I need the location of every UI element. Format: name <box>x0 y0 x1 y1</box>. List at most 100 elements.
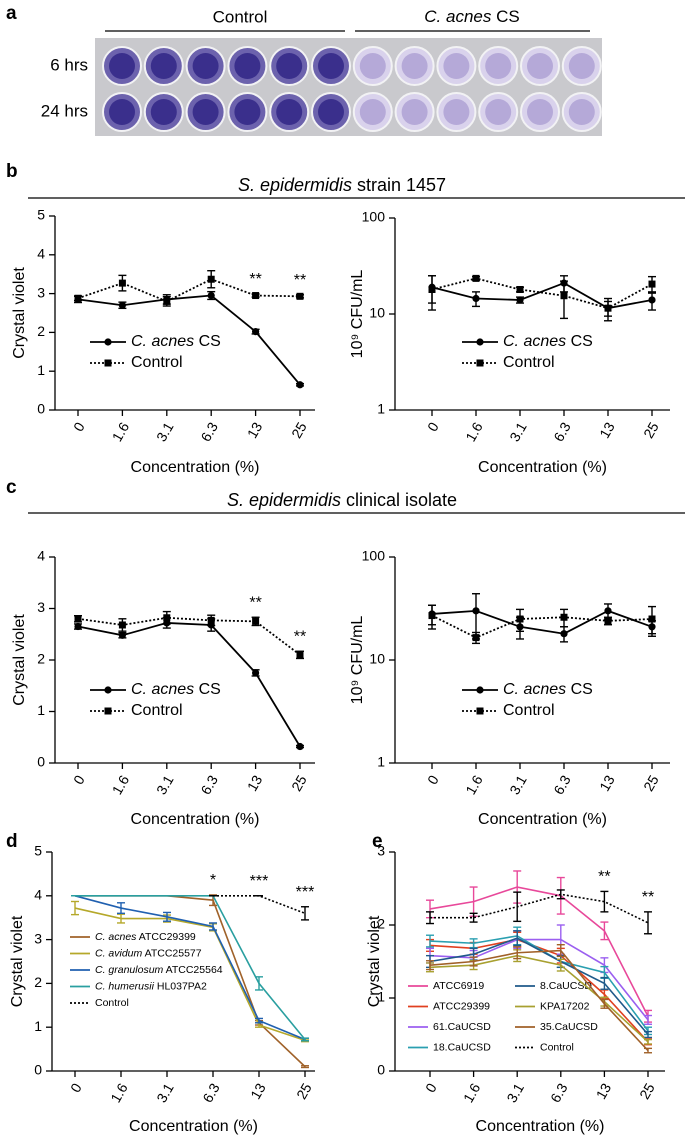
error-bar <box>556 889 565 900</box>
error-bar <box>163 911 171 922</box>
row-label: 6 hrs <box>50 55 88 74</box>
x-tick-label: 25 <box>288 772 310 794</box>
point <box>428 285 436 293</box>
legend-label: C. acnes CS <box>131 681 221 698</box>
legend-marker <box>476 686 484 694</box>
error-bar <box>644 1030 652 1039</box>
y-tick-label: 10 <box>369 651 385 667</box>
y-axis-label: Crystal violet <box>11 267 28 359</box>
well-inner <box>485 53 512 79</box>
well-inner <box>359 53 386 79</box>
error-bar <box>117 913 125 924</box>
error-bar <box>426 960 434 971</box>
series-line <box>74 907 306 1042</box>
error-bar <box>513 946 522 960</box>
error-bar <box>426 934 434 948</box>
x-tick-label: 6.3 <box>197 772 221 797</box>
point <box>472 294 480 303</box>
point <box>74 615 82 623</box>
x-tick-label: 25 <box>640 419 662 441</box>
legend-label: C. acnes CS <box>503 333 593 350</box>
error-bar <box>600 998 609 1009</box>
y-tick-label: 5 <box>37 207 45 223</box>
x-tick-label: 1.6 <box>107 1080 131 1105</box>
x-tick-label: 13 <box>244 419 266 441</box>
legend-label: KPA17202 <box>540 1000 590 1012</box>
legend-label: Control <box>503 354 555 371</box>
point <box>516 285 524 293</box>
header-rest: strain 1457 <box>357 175 446 195</box>
y-tick-label: 3 <box>34 930 42 946</box>
series-line <box>429 935 649 1032</box>
panel-header: S. epidermidis clinical isolate <box>227 490 457 510</box>
annotation: * <box>210 872 216 889</box>
x-tick-label: 0 <box>70 419 88 434</box>
error-bar <box>255 1017 263 1024</box>
point <box>648 280 656 288</box>
series-line <box>75 895 306 1040</box>
legend-label: 18.CaUCSD <box>433 1041 491 1053</box>
x-axis-label: Concentration (%) <box>129 1118 258 1135</box>
x-tick-label: 0 <box>422 1080 440 1095</box>
error-bar <box>560 280 568 320</box>
series-line <box>429 954 649 1043</box>
legend-label: Control <box>540 1041 574 1053</box>
x-axis-label: Concentration (%) <box>131 459 260 476</box>
row-label: 24 hrs <box>41 101 88 120</box>
x-tick-label: 6.3 <box>547 1080 571 1105</box>
x-tick-label: 0 <box>70 772 88 787</box>
error-bar <box>209 922 217 931</box>
well-inner <box>527 99 553 125</box>
point <box>118 279 126 287</box>
point <box>604 617 612 625</box>
annotation: ** <box>294 272 306 289</box>
legend-marker <box>476 359 484 367</box>
well-inner <box>318 99 344 125</box>
series-line <box>429 886 649 1017</box>
error-bar <box>426 911 434 925</box>
x-tick-label: 25 <box>636 1080 658 1102</box>
series-line <box>429 949 649 1052</box>
well-inner <box>568 99 595 125</box>
point <box>296 292 304 300</box>
x-tick-label: 25 <box>640 772 662 794</box>
well-inner <box>443 53 470 79</box>
error-bar <box>71 900 79 916</box>
x-axis-label: Concentration (%) <box>131 811 260 828</box>
error-bar <box>600 890 609 913</box>
y-tick-label: 0 <box>377 1062 385 1078</box>
legend-marker <box>104 359 112 367</box>
legend-label: C. avidum ATCC25577 <box>95 947 202 959</box>
header-rest: clinical isolate <box>346 490 457 510</box>
series-line <box>431 609 653 635</box>
x-axis-label: Concentration (%) <box>476 1118 605 1135</box>
legend-label: Control <box>503 702 555 719</box>
error-bar <box>117 902 125 915</box>
series-line <box>431 282 653 310</box>
x-tick-label: 13 <box>596 772 618 794</box>
annotation: ** <box>642 889 654 906</box>
x-tick-label: 3.1 <box>506 419 530 444</box>
y-tick-label: 2 <box>37 651 45 667</box>
well-inner <box>192 53 219 79</box>
well-inner <box>485 99 512 125</box>
header-species: S. epidermidis <box>227 490 341 510</box>
series-line <box>77 622 301 747</box>
group-label: C. acnes CS <box>424 7 519 26</box>
well-inner <box>192 99 219 125</box>
point <box>252 617 260 625</box>
well-inner <box>276 53 303 79</box>
y-tick-label: 3 <box>377 843 385 859</box>
error-bar <box>469 912 478 923</box>
point <box>604 607 612 615</box>
panel-label: e <box>372 831 383 852</box>
well-inner <box>318 53 344 79</box>
annotation: *** <box>250 873 269 890</box>
y-tick-label: 1 <box>377 989 385 1005</box>
x-axis-label: Concentration (%) <box>478 459 607 476</box>
legend-label: Control <box>131 354 183 371</box>
point <box>648 615 656 623</box>
x-tick-label: 6.3 <box>197 419 221 444</box>
error-bar <box>513 891 522 923</box>
legend-marker <box>104 707 112 715</box>
